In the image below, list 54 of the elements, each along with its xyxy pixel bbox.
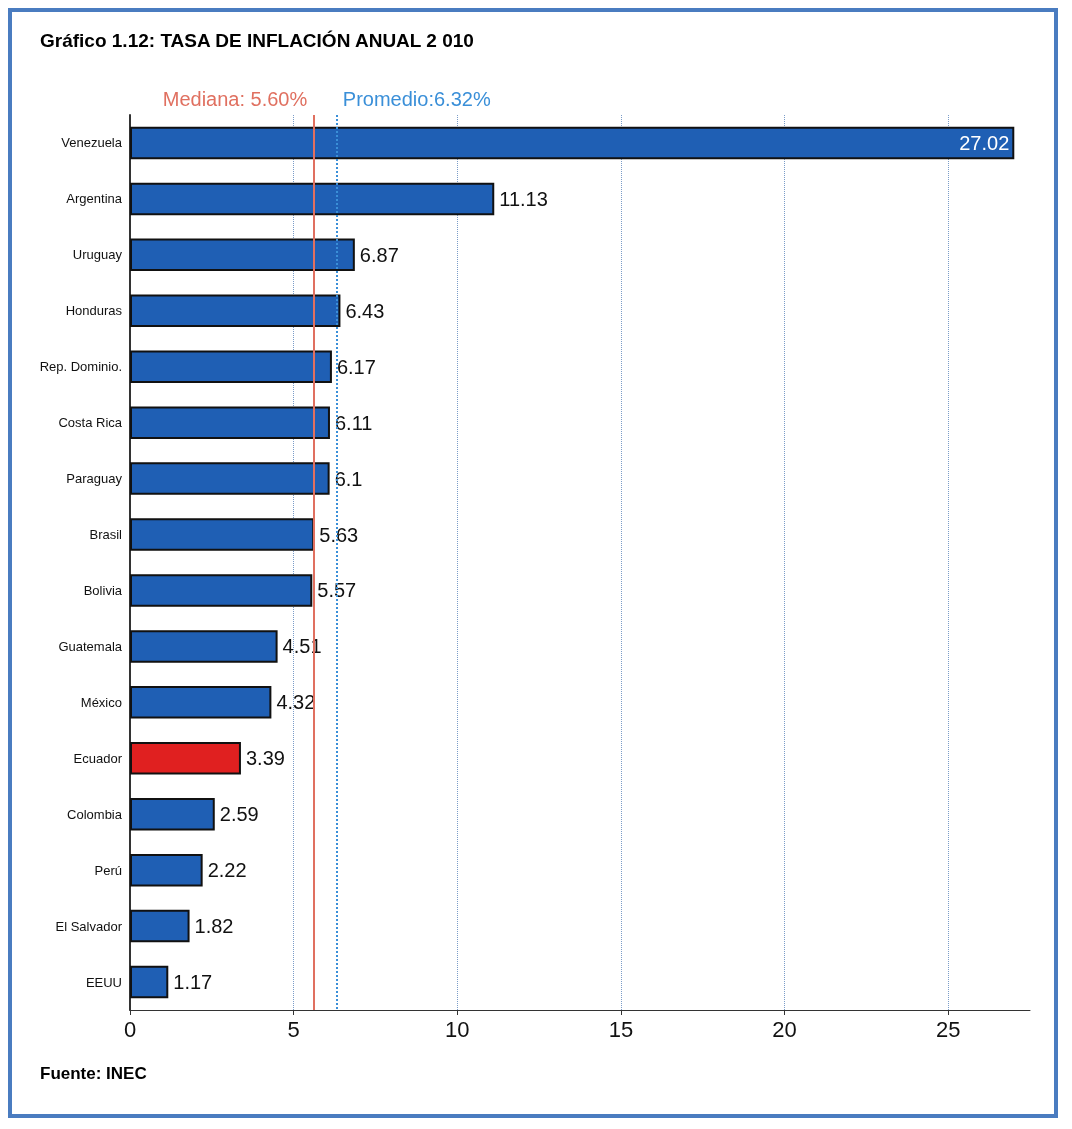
data-label: 3.39 xyxy=(245,747,285,770)
data-label: 4.32 xyxy=(276,691,316,714)
y-tick-label: El Salvador xyxy=(55,918,123,934)
x-tick-label: 10 xyxy=(445,1016,470,1042)
y-tick-label: EEUU xyxy=(85,974,122,990)
bar xyxy=(130,406,330,439)
bar xyxy=(130,630,278,663)
bar xyxy=(130,182,495,216)
data-label: 5.63 xyxy=(319,523,359,546)
y-tick-label: Bolivia xyxy=(83,582,123,598)
data-label: 6.87 xyxy=(359,243,399,266)
bar xyxy=(130,518,315,551)
y-tick-label: Honduras xyxy=(65,303,123,319)
y-tick-label: Costa Rica xyxy=(58,415,123,431)
x-tick-label: 0 xyxy=(123,1016,137,1042)
data-label: 27.02 xyxy=(959,131,1010,154)
bar xyxy=(130,853,203,887)
data-label: 1.82 xyxy=(194,915,234,938)
bar xyxy=(130,574,313,607)
bar xyxy=(130,350,332,383)
chart-title: Gráfico 1.12: TASA DE INFLACIÓN ANUAL 2 010 xyxy=(40,30,474,52)
y-tick-label: Paraguay xyxy=(66,471,123,487)
bar xyxy=(130,965,169,999)
data-label: 6.43 xyxy=(345,299,385,322)
y-tick-label: Rep. Dominio. xyxy=(39,359,122,375)
x-tick-label: 5 xyxy=(287,1016,300,1042)
y-tick-label: México xyxy=(80,694,122,710)
ref-line-label: Promedio:6.32% xyxy=(342,88,491,110)
bar xyxy=(130,686,272,719)
y-tick-label: Perú xyxy=(94,862,122,878)
y-tick-label: Argentina xyxy=(66,191,123,207)
bar xyxy=(130,126,1015,160)
y-tick-label: Uruguay xyxy=(72,247,123,263)
source-note: Fuente: INEC xyxy=(40,1064,147,1084)
data-label: 11.13 xyxy=(499,187,548,210)
y-tick-label: Colombia xyxy=(67,806,123,822)
bar xyxy=(130,238,355,272)
y-tick-label: Venezuela xyxy=(61,135,123,151)
x-tick-label: 15 xyxy=(608,1016,634,1042)
bar xyxy=(130,294,341,327)
data-label: 2.59 xyxy=(219,803,259,826)
data-label: 6.17 xyxy=(336,355,376,378)
bar xyxy=(130,462,330,495)
y-tick-label: Ecuador xyxy=(73,750,123,766)
y-tick-label: Brasil xyxy=(89,527,123,543)
bar xyxy=(130,742,241,775)
bar xyxy=(130,798,215,831)
data-label: 2.22 xyxy=(207,859,247,882)
ref-line-label: Mediana: 5.60% xyxy=(162,88,308,110)
y-tick-label: Guatemala xyxy=(58,638,123,654)
data-label: 1.17 xyxy=(173,971,213,994)
x-tick-label: 20 xyxy=(772,1016,797,1042)
bar xyxy=(130,909,190,943)
x-tick-label: 25 xyxy=(935,1016,961,1042)
